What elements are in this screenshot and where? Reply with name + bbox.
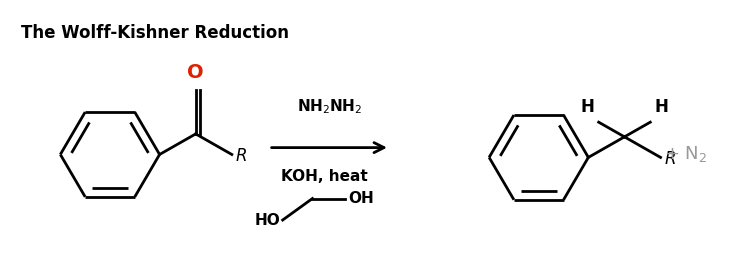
Text: R: R: [236, 147, 247, 165]
Text: H: H: [654, 98, 668, 116]
Text: NH$_2$NH$_2$: NH$_2$NH$_2$: [297, 98, 362, 116]
Text: HO: HO: [255, 212, 280, 228]
Text: KOH, heat: KOH, heat: [281, 169, 368, 184]
Text: H: H: [581, 98, 594, 116]
Text: + N$_2$: + N$_2$: [664, 145, 707, 165]
Text: The Wolff-Kishner Reduction: The Wolff-Kishner Reduction: [21, 24, 289, 42]
Text: R: R: [665, 150, 676, 168]
Text: OH: OH: [348, 191, 374, 206]
Text: O: O: [188, 63, 204, 82]
